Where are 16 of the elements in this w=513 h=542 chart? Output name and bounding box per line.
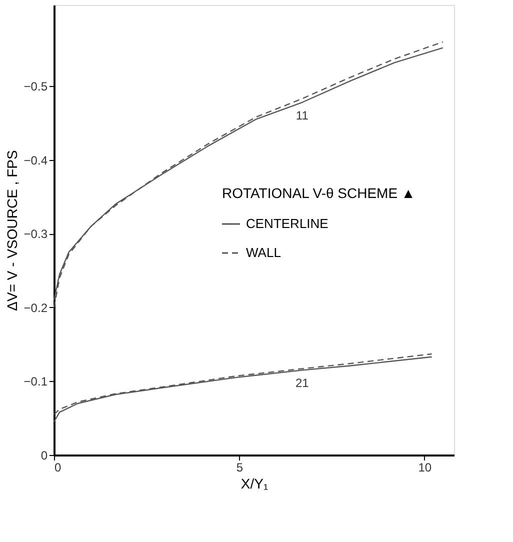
legend-label: WALL (246, 245, 281, 260)
x-tick-label: 5 (236, 460, 244, 474)
x-axis-title: X/Y₁ (240, 476, 268, 492)
annotation: 21 (295, 376, 310, 390)
y-tick-label: −0.1 (24, 374, 48, 389)
legend-label: CENTERLINE (246, 216, 329, 231)
y-tick-label: −0.3 (24, 227, 48, 242)
x-tick-label: 10 (418, 460, 432, 474)
y-axis-title: ΔV= V - VSOURCE , FPS (4, 150, 20, 311)
y-tick-label: −0.4 (24, 153, 48, 168)
x-tick-label: 0 (54, 460, 62, 474)
y-tick-label: 0 (40, 448, 48, 462)
y-tick-label: −0.5 (24, 80, 48, 94)
annotation: 11 (296, 108, 309, 122)
legend-title: ROTATIONAL V-θ SCHEME ▲ (222, 185, 416, 201)
y-tick-label: −0.2 (24, 300, 48, 315)
